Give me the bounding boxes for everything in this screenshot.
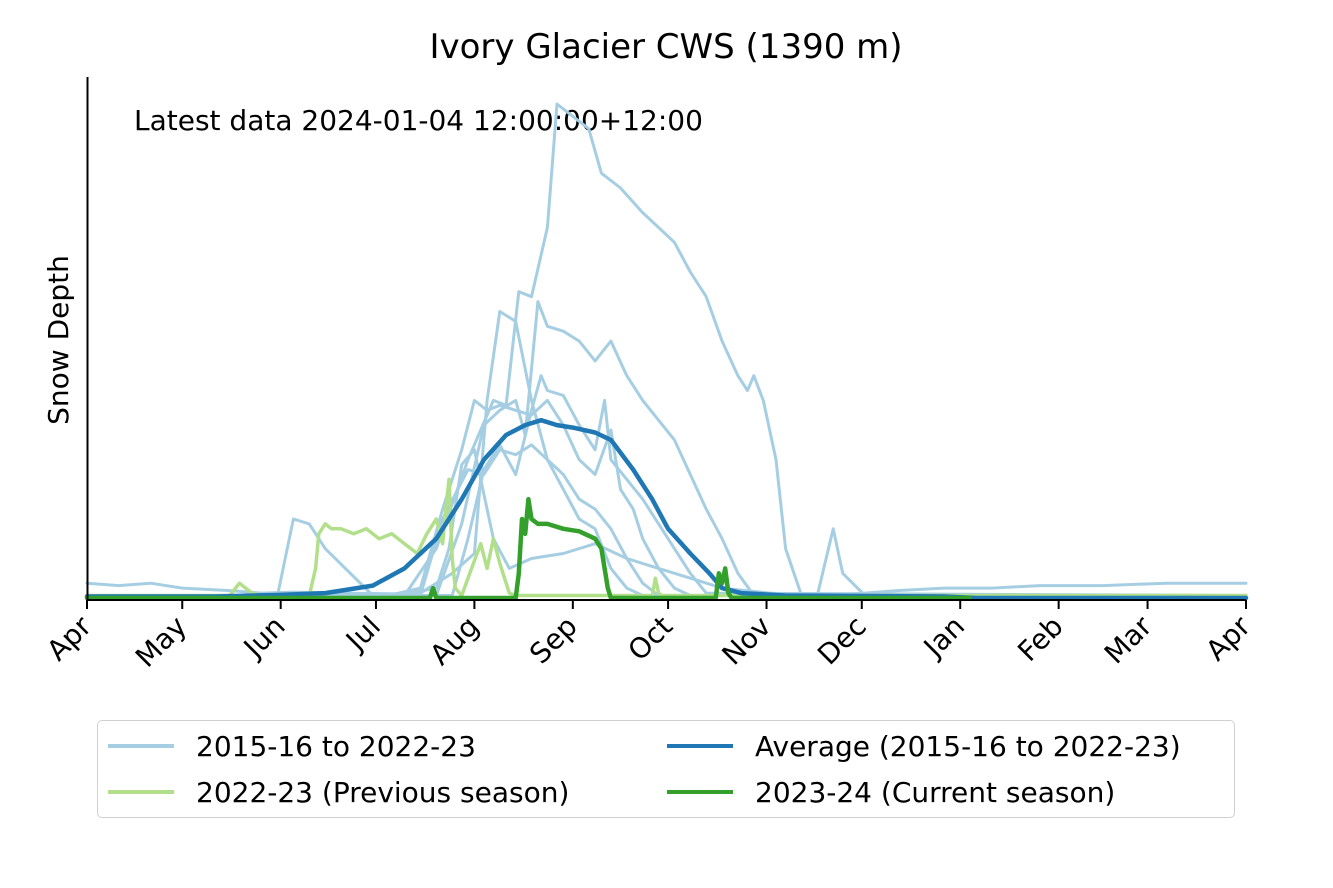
x-tick-label: Apr bbox=[1199, 609, 1257, 667]
x-tick-label: Feb bbox=[1011, 610, 1069, 668]
history-season-line-3 bbox=[85, 300, 1248, 597]
x-tick-label: Aug bbox=[423, 610, 485, 672]
history-season-line-2 bbox=[85, 102, 1248, 597]
average-line bbox=[84, 417, 1249, 601]
legend-swatch-previous bbox=[108, 790, 174, 794]
x-tick-label: Dec bbox=[811, 610, 873, 672]
legend-item-average: Average (2015-16 to 2022-23) bbox=[667, 729, 1181, 763]
legend-label-history: 2015-16 to 2022-23 bbox=[196, 729, 476, 763]
history-season-line-4 bbox=[85, 374, 1248, 597]
x-tick-label: Nov bbox=[715, 610, 777, 672]
legend-swatch-history bbox=[108, 744, 174, 748]
x-tick-label: Jul bbox=[338, 610, 387, 659]
legend-swatch-average bbox=[667, 744, 733, 748]
legend-label-previous: 2022-23 (Previous season) bbox=[196, 775, 570, 809]
legend-swatch-current bbox=[667, 790, 733, 794]
x-tick-label: Sep bbox=[523, 610, 584, 671]
x-tick-label: Jan bbox=[916, 610, 971, 665]
history-season-line-6 bbox=[85, 443, 1248, 597]
y-axis-label: Snow Depth bbox=[42, 255, 75, 425]
x-axis-ticks: Apr May Jun Jul Aug Sep Oct Nov Dec Jan Feb Mar Apr bbox=[40, 600, 1257, 674]
plot-area bbox=[84, 102, 1249, 601]
x-tick-label: May bbox=[129, 610, 193, 674]
x-tick-label: Oct bbox=[621, 610, 679, 668]
history-season-line-1 bbox=[85, 310, 1248, 597]
current-season-line bbox=[84, 496, 972, 601]
legend: 2015-16 to 2022-23 2022-23 (Previous sea… bbox=[97, 720, 1235, 818]
latest-data-annotation: Latest data 2024-01-04 12:00:00+12:00 bbox=[134, 104, 703, 137]
legend-item-current: 2023-24 (Current season) bbox=[667, 775, 1116, 809]
legend-item-history: 2015-16 to 2022-23 bbox=[108, 729, 476, 763]
history-season-line-5 bbox=[85, 398, 1248, 597]
chart-title: Ivory Glacier CWS (1390 m) bbox=[429, 27, 902, 67]
legend-label-average: Average (2015-16 to 2022-23) bbox=[755, 729, 1181, 763]
history-season-line-0 bbox=[85, 448, 1248, 597]
x-tick-label: Apr bbox=[40, 609, 98, 667]
x-tick-label: Jun bbox=[236, 610, 292, 666]
legend-item-previous: 2022-23 (Previous season) bbox=[108, 775, 570, 809]
legend-label-current: 2023-24 (Current season) bbox=[755, 775, 1116, 809]
x-tick-label: Mar bbox=[1098, 609, 1159, 670]
